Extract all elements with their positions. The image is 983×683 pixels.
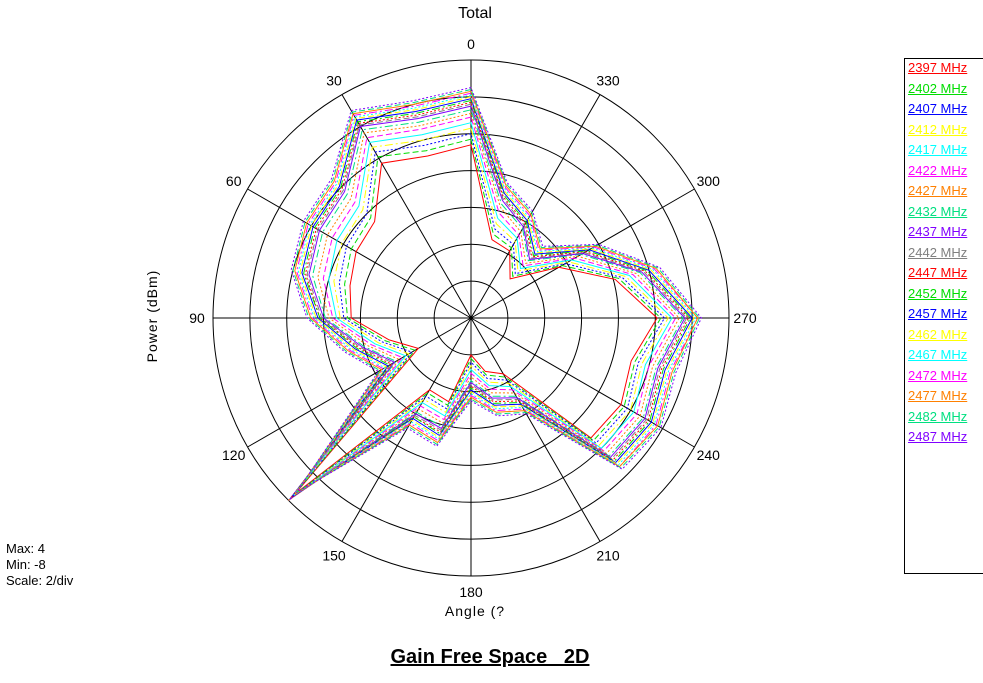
angle-tick-label: 180 [459, 584, 483, 600]
legend-item: 2482 MHz [908, 408, 968, 424]
grid-spoke [341, 94, 472, 319]
angle-tick-label: 120 [222, 447, 246, 463]
scale-stats: Max: 4 Min: -8 Scale: 2/div [6, 541, 73, 589]
x-axis-label: Angle (? [444, 603, 506, 619]
legend-item: 2447 MHz [908, 265, 968, 280]
polar-grid [212, 59, 730, 577]
legend: 2397 MHz 2402 MHz 2407 MHz 2412 MHz 2417 MHz… [904, 58, 983, 574]
angle-tick-label: 240 [697, 447, 721, 463]
legend-item: 2442 MHz [908, 244, 968, 260]
series-trace [292, 99, 691, 497]
legend-item: 2407 MHz [908, 101, 968, 116]
grid-spoke [247, 188, 472, 319]
legend-item: 2462 MHz [908, 326, 968, 342]
legend-item: 2452 MHz [908, 285, 968, 301]
legend-item: 2417 MHz [908, 142, 968, 157]
angle-tick-label: 270 [733, 310, 757, 326]
series-trace [292, 98, 693, 497]
series-trace [289, 109, 684, 500]
angle-tick-label: 60 [226, 173, 242, 189]
series-trace [294, 90, 699, 495]
series-trace [288, 112, 680, 501]
grid-spoke [247, 317, 472, 448]
series-trace [289, 105, 686, 500]
polar-traces [288, 87, 702, 501]
grid-spoke [470, 317, 695, 448]
angle-tick-labels: 0 30 60 90 120 150 180 210 240 270 300 330 [189, 36, 757, 600]
series-trace [288, 116, 677, 501]
footer-title: Gain Free Space _2D [390, 646, 590, 668]
y-axis-label: Power (dBm) [144, 269, 160, 363]
legend-item: 2422 MHz [908, 162, 968, 178]
legend-item: 2457 MHz [908, 306, 968, 321]
series-trace [290, 133, 666, 499]
legend-item: 2477 MHz [908, 388, 968, 403]
grid-spoke [470, 94, 601, 319]
legend-item: 2402 MHz [908, 80, 968, 96]
legend-item: 2397 MHz [908, 60, 968, 75]
angle-tick-label: 330 [596, 73, 620, 89]
series-trace [288, 122, 673, 501]
legend-item: 2487 MHz [908, 429, 968, 444]
series-trace [290, 87, 702, 494]
legend-item: 2437 MHz [908, 224, 968, 239]
angle-tick-label: 150 [322, 547, 346, 563]
series-trace [293, 96, 695, 496]
legend-item: 2472 MHz [908, 367, 968, 383]
angle-tick-label: 90 [189, 310, 205, 326]
angle-tick-label: 300 [697, 173, 721, 189]
legend-item: 2432 MHz [908, 203, 968, 219]
series-trace [289, 127, 669, 500]
legend-item: 2412 MHz [908, 121, 968, 137]
series-trace [293, 94, 697, 496]
series-trace [290, 103, 688, 499]
legend-item: 2427 MHz [908, 183, 968, 198]
stat-min: Min: -8 [6, 557, 46, 572]
series-trace [292, 138, 662, 497]
series-trace [292, 88, 701, 494]
legend-item: 2467 MHz [908, 347, 968, 362]
stat-max: Max: 4 [6, 541, 46, 556]
plot-title: Total [458, 5, 492, 22]
stat-scale: Scale: 2/div [6, 573, 74, 588]
angle-tick-label: 0 [467, 36, 475, 52]
angle-tick-label: 210 [596, 547, 620, 563]
series-trace [290, 101, 690, 499]
angle-tick-label: 30 [326, 73, 342, 89]
grid-spoke [470, 317, 601, 542]
grid-spoke [341, 317, 472, 542]
series-trace [294, 144, 658, 495]
series-trace [294, 92, 699, 495]
